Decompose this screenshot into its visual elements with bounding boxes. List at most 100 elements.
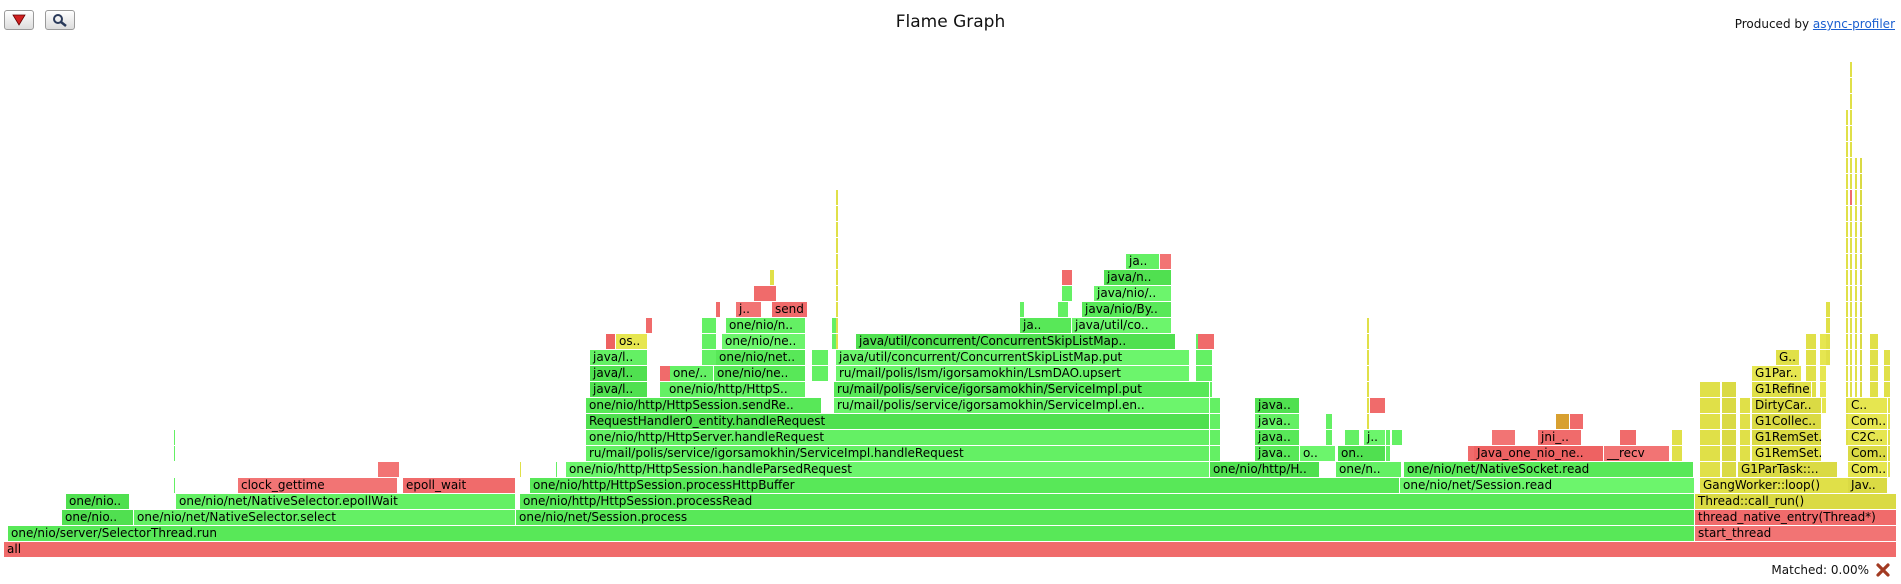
thin-frame[interactable]	[1367, 366, 1369, 381]
frame[interactable]: java/util/concurrent/ConcurrentSkipListM…	[856, 334, 1176, 349]
thin-frame[interactable]	[1855, 350, 1857, 365]
thin-frame[interactable]	[660, 366, 670, 381]
thin-frame[interactable]	[1846, 334, 1848, 349]
thin-frame[interactable]	[702, 334, 716, 349]
thin-frame[interactable]	[1855, 270, 1857, 285]
frame[interactable]: java/nio/..	[1094, 286, 1172, 301]
thin-frame[interactable]	[1198, 350, 1212, 365]
frame[interactable]: one/nio/ne..	[714, 366, 806, 381]
thin-frame[interactable]	[1700, 446, 1720, 461]
frame[interactable]: one/nio/server/SelectorThread.run	[8, 526, 1695, 541]
frame[interactable]: G1RemSet..	[1752, 430, 1822, 445]
thin-frame[interactable]	[1870, 350, 1878, 365]
thin-frame[interactable]	[1722, 382, 1736, 397]
thin-frame[interactable]	[1700, 430, 1720, 445]
frame[interactable]: one/nio/http/HttpSession.sendRe..	[586, 398, 822, 413]
thin-frame[interactable]	[1820, 398, 1826, 413]
frame[interactable]: java..	[1255, 430, 1300, 445]
thin-frame[interactable]	[1855, 190, 1857, 205]
thin-frame[interactable]	[1722, 462, 1736, 477]
thin-frame[interactable]	[1846, 110, 1848, 125]
thin-frame[interactable]	[1846, 222, 1848, 237]
thin-frame[interactable]	[1820, 382, 1826, 397]
thin-frame[interactable]	[1740, 446, 1750, 461]
thin-frame[interactable]	[1870, 366, 1878, 381]
thin-frame[interactable]	[832, 318, 836, 333]
thin-frame[interactable]	[1846, 414, 1848, 429]
thin-frame[interactable]	[1855, 318, 1857, 333]
frame[interactable]: one/nio..	[62, 510, 134, 525]
thin-frame[interactable]	[1700, 382, 1720, 397]
thin-frame[interactable]	[1850, 302, 1852, 317]
thin-frame[interactable]	[1850, 174, 1852, 189]
thin-frame[interactable]	[1846, 398, 1848, 413]
thin-frame[interactable]	[1850, 62, 1852, 77]
frame[interactable]: one/nio/ne..	[722, 334, 806, 349]
thin-frame[interactable]	[1860, 286, 1862, 301]
frame[interactable]: j..	[736, 302, 762, 317]
thin-frame[interactable]	[1846, 174, 1848, 189]
thin-frame[interactable]	[702, 350, 716, 365]
frame[interactable]: ja..	[1126, 254, 1160, 269]
thin-frame[interactable]	[1846, 286, 1848, 301]
frame[interactable]: j..	[1364, 430, 1386, 445]
thin-frame[interactable]	[1850, 110, 1852, 125]
thin-frame[interactable]	[646, 318, 652, 333]
thin-frame[interactable]	[1700, 414, 1720, 429]
thin-frame[interactable]	[1345, 430, 1359, 445]
thin-frame[interactable]	[1020, 302, 1024, 317]
frame[interactable]: one/nio/http/HttpS..	[666, 382, 806, 397]
thin-frame[interactable]	[1826, 334, 1830, 349]
thin-frame[interactable]	[1884, 382, 1890, 397]
thin-frame[interactable]	[820, 350, 828, 365]
thin-frame[interactable]	[1367, 382, 1369, 397]
thin-frame[interactable]	[1850, 126, 1852, 141]
thin-frame[interactable]	[1198, 366, 1212, 381]
thin-frame[interactable]	[1860, 334, 1862, 349]
thin-frame[interactable]	[1860, 318, 1862, 333]
frame[interactable]: one/nio/net/Session.process	[516, 510, 1695, 525]
frame[interactable]: java..	[1255, 414, 1300, 429]
frame[interactable]	[1570, 414, 1584, 429]
frame[interactable]: ru/mail/polis/service/igorsamokhin/Servi…	[586, 446, 1210, 461]
thin-frame[interactable]	[1855, 206, 1857, 221]
thin-frame[interactable]	[812, 366, 822, 381]
frame[interactable]	[1370, 398, 1386, 413]
thin-frame[interactable]	[1850, 254, 1852, 269]
thin-frame[interactable]	[1846, 382, 1848, 397]
frame[interactable]: java/l..	[590, 382, 648, 397]
thin-frame[interactable]	[1806, 350, 1816, 365]
thin-frame[interactable]	[836, 206, 838, 221]
frame[interactable]	[1160, 254, 1172, 269]
frame[interactable]: Com..	[1848, 446, 1888, 461]
thin-frame[interactable]	[1620, 430, 1636, 445]
thin-frame[interactable]	[556, 462, 557, 477]
frame[interactable]: one/nio/net/Session.read	[1400, 478, 1695, 493]
frame[interactable]: DirtyCar..	[1752, 398, 1822, 413]
thin-frame[interactable]	[1820, 366, 1826, 381]
frame[interactable]: one/nio/n..	[726, 318, 806, 333]
frame[interactable]: java/nio/By..	[1082, 302, 1172, 317]
thin-frame[interactable]	[1850, 286, 1852, 301]
frame[interactable]: java..	[1255, 398, 1300, 413]
thin-frame[interactable]	[1860, 222, 1862, 237]
thin-frame[interactable]	[1860, 270, 1862, 285]
frame[interactable]	[1556, 414, 1570, 429]
frame[interactable]: Com..	[1848, 414, 1888, 429]
thin-frame[interactable]	[1700, 398, 1720, 413]
frame[interactable]: thread_native_entry(Thread*)	[1695, 510, 1897, 525]
frame[interactable]: one/nio/http/HttpServer.handleRequest	[586, 430, 1210, 445]
thin-frame[interactable]	[1855, 382, 1857, 397]
thin-frame[interactable]	[660, 382, 670, 397]
thin-frame[interactable]	[1700, 462, 1720, 477]
thin-frame[interactable]	[1860, 174, 1862, 189]
async-profiler-link[interactable]: async-profiler	[1812, 17, 1895, 31]
frame[interactable]: C2C..	[1848, 430, 1888, 445]
frame[interactable]: java/n..	[1104, 270, 1172, 285]
thin-frame[interactable]	[1062, 286, 1072, 301]
thin-frame[interactable]	[1846, 430, 1848, 445]
frame[interactable]: one/..	[670, 366, 714, 381]
frame[interactable]: java/l..	[590, 366, 648, 381]
thin-frame[interactable]	[1210, 446, 1220, 461]
thin-frame[interactable]	[1722, 414, 1736, 429]
